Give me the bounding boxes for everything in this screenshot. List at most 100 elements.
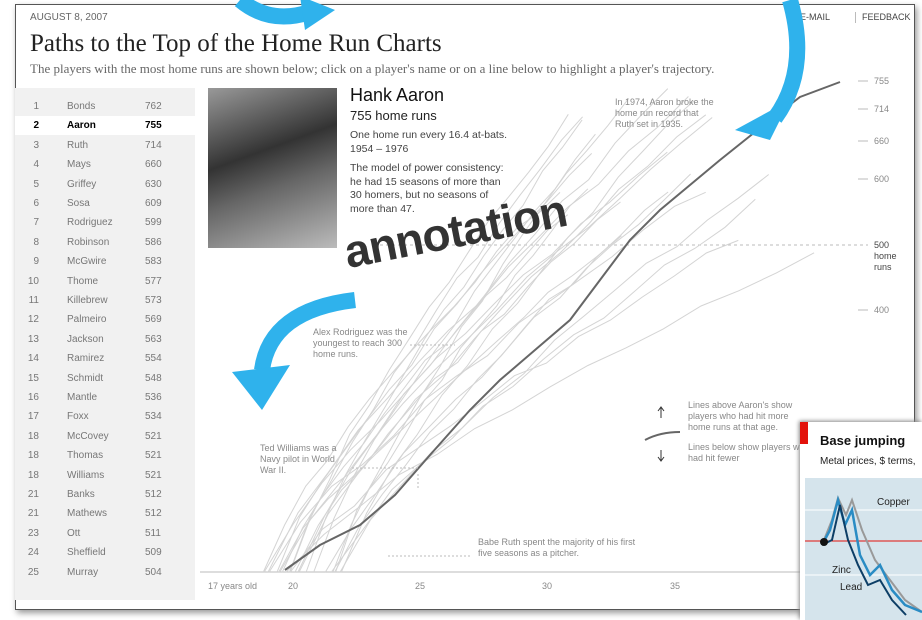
player-rank: 11 xyxy=(28,295,39,306)
player-row[interactable]: 14 Ramirez 554 xyxy=(15,349,195,368)
player-name: Griffey xyxy=(67,178,97,190)
trajectory-line xyxy=(289,114,569,573)
player-hr: 548 xyxy=(145,372,162,384)
player-name: McGwire xyxy=(67,256,107,268)
y-label: 755 xyxy=(874,76,890,86)
x-label: 35 xyxy=(670,581,681,591)
player-row[interactable]: 3 Ruth 714 xyxy=(15,136,195,155)
profile-hr: 755 home runs xyxy=(350,108,437,123)
player-rank: 9 xyxy=(33,256,39,268)
player-row[interactable]: 23 Ott 511 xyxy=(15,524,195,543)
player-name: Mantle xyxy=(67,392,98,403)
player-hr: 599 xyxy=(145,217,162,229)
player-row[interactable]: 16 Mantle 536 xyxy=(15,388,195,407)
player-name: Sheffield xyxy=(67,547,106,559)
player-rank: 12 xyxy=(27,314,39,326)
player-hr: 521 xyxy=(145,430,162,442)
player-row[interactable]: 4 Mays 660 xyxy=(15,155,195,174)
inset-label: Lead xyxy=(840,582,863,593)
player-rank: 6 xyxy=(33,198,39,209)
player-name: Thomas xyxy=(67,450,104,462)
player-name: Palmeiro xyxy=(67,314,107,326)
x-label: 17 years old xyxy=(208,581,258,591)
player-name: Mays xyxy=(67,159,91,171)
player-rank: 3 xyxy=(33,139,39,151)
player-rank: 4 xyxy=(33,159,39,171)
player-row[interactable]: 6 Sosa 609 xyxy=(15,194,195,213)
player-rank: 2 xyxy=(33,120,39,132)
player-rank: 13 xyxy=(27,333,39,345)
trajectory-line xyxy=(289,116,583,573)
player-name: Foxx xyxy=(67,411,89,423)
trajectory-line xyxy=(305,119,583,573)
inset-subtitle: Metal prices, $ terms, xyxy=(820,456,916,467)
player-rank: 15 xyxy=(27,372,39,384)
note: Lines above Aaron's show players who had… xyxy=(688,400,793,432)
player-rank: 5 xyxy=(33,178,39,190)
player-row[interactable]: 2 Aaron 755 xyxy=(15,116,195,136)
player-row[interactable]: 8 Robinson 586 xyxy=(15,233,195,252)
trajectory-line xyxy=(281,214,569,573)
player-rank: 21 xyxy=(27,508,39,520)
player-row[interactable]: 18 McCovey 521 xyxy=(15,427,195,446)
player-row[interactable]: 17 Foxx 534 xyxy=(15,407,195,426)
x-label: 30 xyxy=(542,581,553,591)
trajectory-line xyxy=(340,100,695,573)
feedback-link[interactable]: FEEDBACK xyxy=(855,12,911,23)
player-rank: 24 xyxy=(27,547,39,559)
player-row[interactable]: 18 Thomas 521 xyxy=(15,446,195,465)
player-hr: 586 xyxy=(145,236,162,248)
player-row[interactable]: 1 Bonds 762 xyxy=(15,97,195,116)
player-row[interactable]: 18 Williams 521 xyxy=(15,466,195,485)
player-row[interactable]: 13 Jackson 563 xyxy=(15,330,195,349)
inset-title: Base jumping xyxy=(820,433,906,448)
up-arrow xyxy=(657,406,665,418)
email-link[interactable]: E-MAIL xyxy=(800,12,831,22)
down-arrow xyxy=(657,450,665,462)
y-label: 400 xyxy=(874,305,890,315)
player-list xyxy=(15,88,195,600)
player-row[interactable]: 24 Sheffield 509 xyxy=(15,543,195,562)
player-rank: 17 xyxy=(27,411,39,423)
player-row[interactable]: 21 Banks 512 xyxy=(15,485,195,504)
player-name: Aaron xyxy=(67,120,96,132)
player-rank: 23 xyxy=(27,527,39,539)
player-name: Murray xyxy=(67,566,99,578)
player-hr: 755 xyxy=(145,120,162,132)
trajectory-line xyxy=(262,192,561,573)
subtitle: The players with the most home runs are … xyxy=(30,61,715,76)
aaron-line xyxy=(284,81,841,571)
date: AUGUST 8, 2007 xyxy=(30,12,108,23)
trajectory-line xyxy=(332,188,589,573)
player-name: Ott xyxy=(67,527,81,539)
player-hr: 714 xyxy=(145,139,162,151)
legend-line xyxy=(644,431,681,441)
note: Lines below show players who had hit few… xyxy=(688,442,810,463)
player-hr: 762 xyxy=(145,101,162,112)
player-row[interactable]: 25 Murray 504 xyxy=(15,563,195,582)
trajectory-line xyxy=(339,174,770,573)
player-hr: 573 xyxy=(145,295,162,306)
player-name: McCovey xyxy=(67,430,109,442)
player-row[interactable]: 10 Thome 577 xyxy=(15,272,195,291)
player-row[interactable]: 9 McGwire 583 xyxy=(15,252,195,271)
player-row[interactable]: 5 Griffey 630 xyxy=(15,175,195,194)
player-row[interactable]: 15 Schmidt 548 xyxy=(15,369,195,388)
player-row[interactable]: 11 Killebrew 573 xyxy=(15,291,195,310)
player-hr: 509 xyxy=(145,547,162,559)
player-row[interactable]: 21 Mathews 512 xyxy=(15,504,195,523)
player-rank: 18 xyxy=(27,430,39,442)
player-hr: 660 xyxy=(145,159,162,171)
trajectory-line xyxy=(330,198,756,573)
player-row[interactable]: 12 Palmeiro 569 xyxy=(15,310,195,329)
player-photo xyxy=(208,88,337,248)
player-hr: 577 xyxy=(145,275,162,287)
player-row[interactable]: 7 Rodriguez 599 xyxy=(15,213,195,232)
note: Alex Rodriguez was the youngest to reach… xyxy=(313,327,408,359)
player-name: Schmidt xyxy=(67,372,104,384)
player-hr: 504 xyxy=(145,566,162,578)
trajectory-line xyxy=(278,235,622,573)
